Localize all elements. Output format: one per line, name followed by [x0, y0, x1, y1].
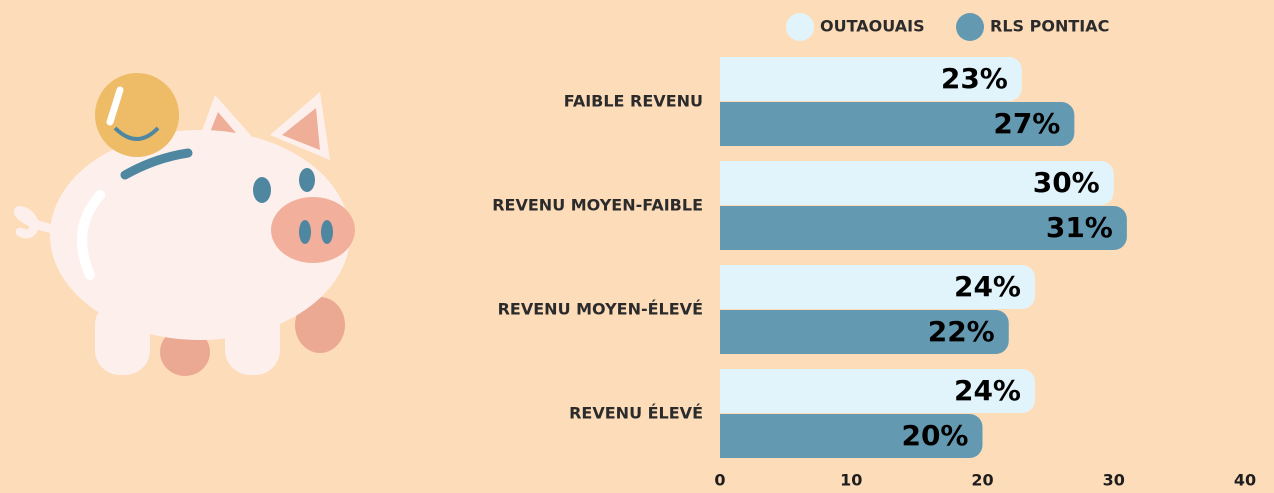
category-label: REVENU MOYEN-ÉLEVÉ: [498, 300, 703, 319]
value-label: 24%: [954, 374, 1021, 407]
x-tick-label: 30: [1103, 471, 1125, 490]
piggy-bank: [18, 73, 355, 376]
value-label: 23%: [941, 62, 1008, 95]
category-label: FAIBLE REVENU: [564, 92, 703, 111]
value-label: 30%: [1033, 166, 1100, 199]
value-label: 27%: [993, 107, 1060, 140]
x-tick-label: 40: [1234, 471, 1256, 490]
value-label: 22%: [928, 315, 995, 348]
x-tick-label: 20: [971, 471, 993, 490]
page: 0 10 20 30 40 OUTAOUAIS RLS PONTIAC FAIBLE REVE…: [0, 0, 1274, 493]
legend-swatch: [786, 13, 814, 41]
x-tick-label: 10: [840, 471, 862, 490]
value-label: 24%: [954, 270, 1021, 303]
value-label: 31%: [1046, 211, 1113, 244]
value-label: 20%: [901, 419, 968, 452]
category-label: REVENU MOYEN-FAIBLE: [492, 196, 703, 215]
category-label: REVENU ÉLEVÉ: [569, 404, 703, 423]
legend-swatch: [956, 13, 984, 41]
legend-label: RLS PONTIAC: [990, 17, 1109, 36]
legend-label: OUTAOUAIS: [820, 17, 925, 36]
x-tick-label: 0: [714, 471, 725, 490]
